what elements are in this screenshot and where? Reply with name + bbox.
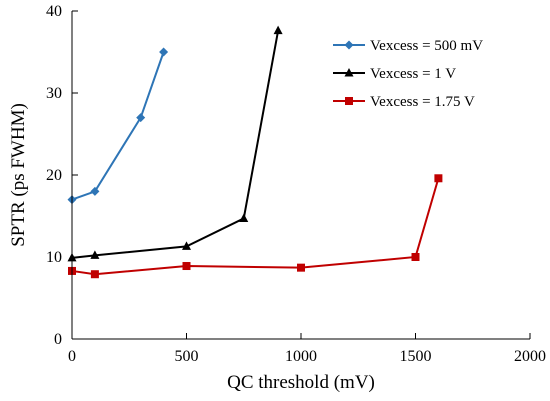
series-line — [71, 51, 165, 201]
y-tick-label: 0 — [54, 331, 62, 348]
series-3 — [68, 174, 443, 279]
x-tick-label: 500 — [175, 348, 199, 365]
data-point — [90, 186, 100, 196]
plot-area — [67, 25, 443, 279]
data-point — [90, 250, 100, 259]
x-tick-label: 1000 — [285, 348, 317, 365]
legend-marker — [344, 40, 354, 50]
data-point — [273, 25, 283, 35]
legend-entry: Vexcess = 1 V — [333, 66, 456, 82]
x-tick-label: 2000 — [514, 348, 546, 365]
ticks: 0 500 1000 1500 2000 0 10 20 30 40 — [46, 3, 546, 365]
y-tick-label: 30 — [46, 85, 62, 102]
legend-marker — [344, 68, 354, 77]
legend-entry: Vexcess = 500 mV — [333, 38, 483, 54]
x-tick-label: 0 — [68, 348, 76, 365]
y-axis-title: SPTR (ps FWHM) — [8, 103, 29, 247]
x-axis-title: QC threshold (mV) — [227, 372, 375, 393]
legend-label: Vexcess = 1 V — [370, 66, 456, 82]
series-2 — [67, 25, 283, 262]
data-point — [182, 262, 191, 271]
y-tick-label: 20 — [46, 167, 62, 184]
x-tick-label: 1500 — [400, 348, 432, 365]
data-point — [239, 213, 249, 222]
data-point — [159, 47, 169, 57]
y-tick-label: 10 — [46, 249, 62, 266]
legend: Vexcess = 500 mV Vexcess = 1 V Vexcess = 1… — [333, 38, 483, 110]
legend-label: Vexcess = 500 mV — [370, 38, 483, 54]
data-point — [434, 174, 443, 183]
data-point — [182, 241, 191, 250]
legend-label: Vexcess = 1.75 V — [370, 94, 475, 110]
axes — [71, 11, 530, 340]
series-line — [71, 30, 280, 259]
series-1 — [67, 47, 169, 205]
series-line — [71, 178, 440, 276]
legend-entry: Vexcess = 1.75 V — [333, 94, 475, 110]
data-point — [90, 270, 99, 279]
data-point — [136, 113, 146, 123]
data-point — [411, 253, 420, 261]
data-point — [297, 263, 305, 272]
legend-marker — [345, 97, 353, 105]
y-tick-label: 40 — [46, 3, 62, 20]
